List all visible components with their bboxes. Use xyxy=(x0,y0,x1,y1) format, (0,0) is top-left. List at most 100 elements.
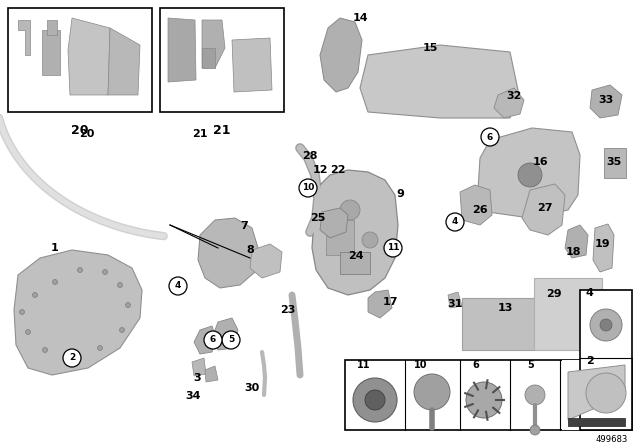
Text: 10: 10 xyxy=(302,184,314,193)
Polygon shape xyxy=(205,366,218,382)
Text: 21: 21 xyxy=(213,124,231,137)
Circle shape xyxy=(169,277,187,295)
Bar xyxy=(534,278,602,350)
Text: 26: 26 xyxy=(472,205,488,215)
Text: 4: 4 xyxy=(586,288,594,298)
Text: 28: 28 xyxy=(302,151,317,161)
Text: 6: 6 xyxy=(210,336,216,345)
Circle shape xyxy=(67,356,72,361)
Bar xyxy=(462,298,534,350)
Text: 5: 5 xyxy=(527,360,534,370)
Circle shape xyxy=(204,331,222,349)
Circle shape xyxy=(63,349,81,367)
Text: 6: 6 xyxy=(472,360,479,370)
Polygon shape xyxy=(250,244,282,278)
Polygon shape xyxy=(194,326,216,354)
Text: 10: 10 xyxy=(414,360,428,370)
Text: 32: 32 xyxy=(506,91,522,101)
Circle shape xyxy=(590,309,622,341)
Circle shape xyxy=(118,283,122,288)
Circle shape xyxy=(446,213,464,231)
Polygon shape xyxy=(522,184,565,235)
Bar xyxy=(42,30,60,75)
Circle shape xyxy=(222,331,240,349)
Polygon shape xyxy=(168,18,196,82)
Polygon shape xyxy=(478,128,580,218)
Text: 25: 25 xyxy=(310,213,326,223)
Circle shape xyxy=(42,348,47,353)
Text: 20: 20 xyxy=(79,129,95,139)
Bar xyxy=(568,418,625,426)
Circle shape xyxy=(299,179,317,197)
Text: 27: 27 xyxy=(537,203,553,213)
Bar xyxy=(562,360,632,430)
Polygon shape xyxy=(368,290,392,318)
Polygon shape xyxy=(312,170,398,295)
Text: 30: 30 xyxy=(244,383,260,393)
Bar xyxy=(160,8,284,112)
Text: 16: 16 xyxy=(532,157,548,167)
Text: 33: 33 xyxy=(598,95,614,105)
Circle shape xyxy=(481,128,499,146)
Circle shape xyxy=(600,319,612,331)
Polygon shape xyxy=(494,88,524,118)
Text: 12: 12 xyxy=(312,165,328,175)
Polygon shape xyxy=(360,45,518,118)
Polygon shape xyxy=(320,18,362,92)
Polygon shape xyxy=(68,18,110,95)
Circle shape xyxy=(97,345,102,350)
Polygon shape xyxy=(18,20,30,55)
Text: 7: 7 xyxy=(240,221,248,231)
Text: 4: 4 xyxy=(175,281,181,290)
Text: 17: 17 xyxy=(382,297,397,307)
Text: 35: 35 xyxy=(606,157,621,167)
Circle shape xyxy=(102,270,108,275)
Text: 14: 14 xyxy=(352,13,368,23)
Bar xyxy=(580,290,632,430)
Polygon shape xyxy=(212,318,238,350)
Polygon shape xyxy=(565,225,588,258)
Text: 24: 24 xyxy=(348,251,364,261)
Text: 22: 22 xyxy=(330,165,346,175)
Circle shape xyxy=(120,327,125,332)
Circle shape xyxy=(33,293,38,297)
Circle shape xyxy=(26,329,31,335)
Circle shape xyxy=(414,374,450,410)
Text: 20: 20 xyxy=(71,124,89,137)
Polygon shape xyxy=(232,38,272,92)
Bar xyxy=(47,20,57,35)
Circle shape xyxy=(466,382,502,418)
Polygon shape xyxy=(202,20,225,68)
Text: 11: 11 xyxy=(357,360,371,370)
Text: 1: 1 xyxy=(51,243,59,253)
Text: 3: 3 xyxy=(193,373,201,383)
Circle shape xyxy=(530,425,540,435)
Circle shape xyxy=(586,373,626,413)
Text: 23: 23 xyxy=(280,305,296,315)
Text: 499683: 499683 xyxy=(596,435,628,444)
Circle shape xyxy=(52,280,58,284)
Polygon shape xyxy=(593,224,614,272)
Polygon shape xyxy=(320,208,348,238)
Bar xyxy=(340,252,370,274)
Circle shape xyxy=(19,310,24,314)
Polygon shape xyxy=(590,85,622,118)
Text: 8: 8 xyxy=(246,245,254,255)
Circle shape xyxy=(525,385,545,405)
Text: 9: 9 xyxy=(396,189,404,199)
Text: 13: 13 xyxy=(497,303,513,313)
Polygon shape xyxy=(568,365,625,420)
Bar xyxy=(345,360,632,430)
Bar xyxy=(604,148,626,178)
Circle shape xyxy=(518,163,542,187)
Text: 5: 5 xyxy=(228,336,234,345)
Polygon shape xyxy=(202,48,215,68)
Polygon shape xyxy=(460,185,492,225)
Polygon shape xyxy=(192,358,206,376)
Text: 18: 18 xyxy=(565,247,580,257)
Bar xyxy=(326,220,354,255)
Circle shape xyxy=(384,239,402,257)
Text: 19: 19 xyxy=(595,239,611,249)
Text: 6: 6 xyxy=(487,133,493,142)
Text: 31: 31 xyxy=(447,299,463,309)
